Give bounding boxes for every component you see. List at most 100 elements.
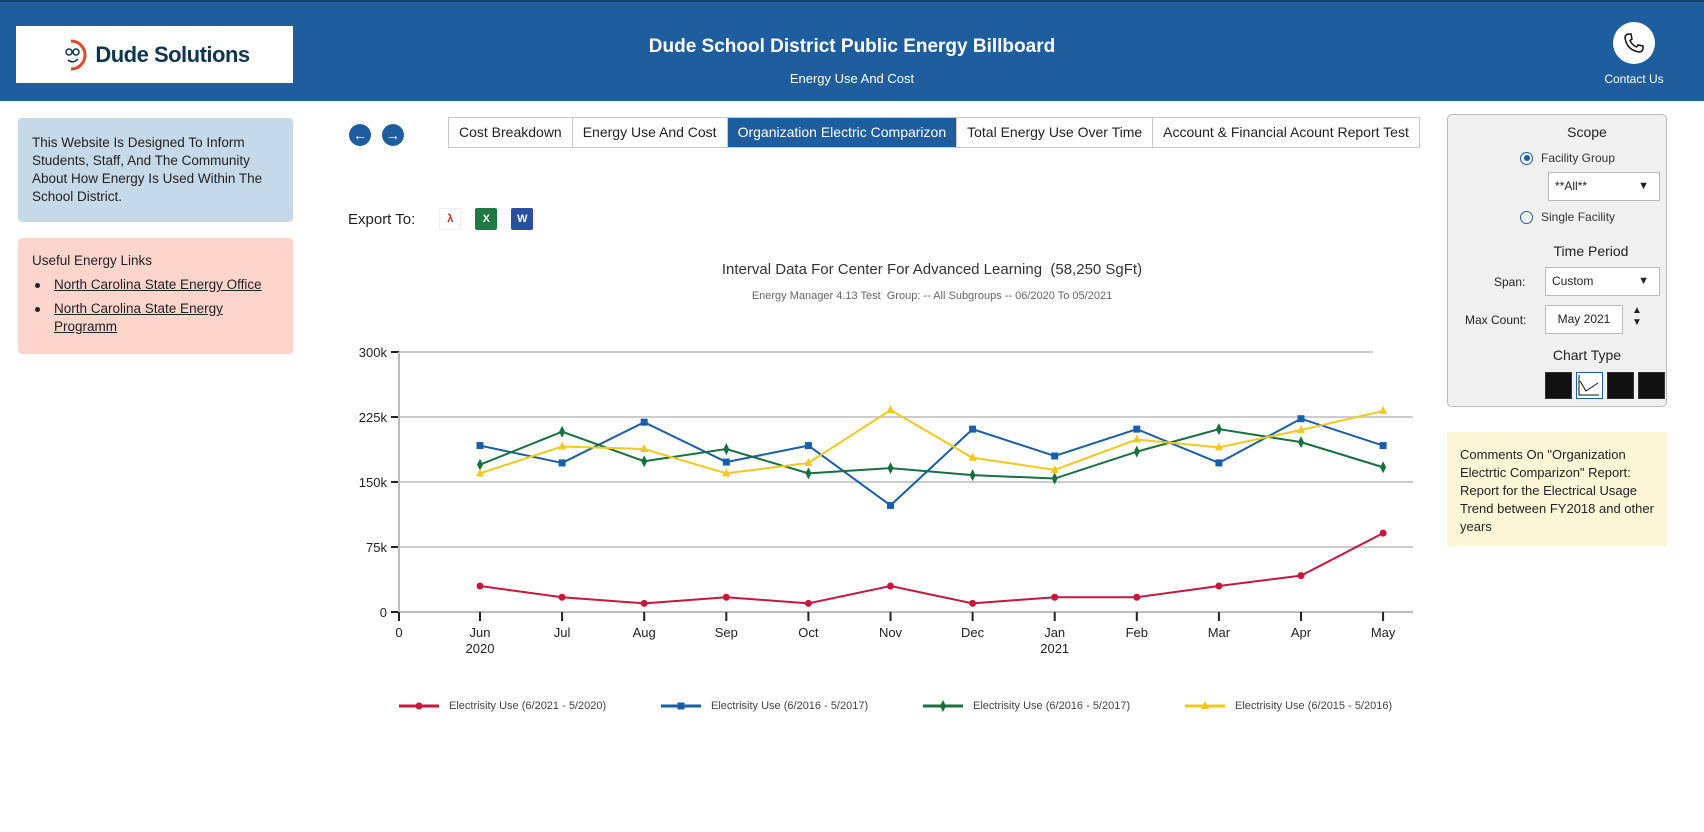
contact-us-button[interactable]: Contact Us: [1590, 22, 1678, 86]
single-facility-radio[interactable]: Single Facility: [1520, 210, 1615, 224]
span-label: Span:: [1494, 275, 1526, 289]
tab-cost-breakdown[interactable]: Cost Breakdown: [449, 118, 573, 147]
data-point: [640, 418, 648, 426]
data-point: [1297, 415, 1305, 423]
tab-organization-electric-comparizon[interactable]: Organization Electric Comparizon: [727, 118, 958, 147]
data-point: [1297, 425, 1305, 433]
data-point: [1215, 582, 1223, 590]
data-point: [477, 458, 483, 471]
data-point: [804, 457, 813, 466]
x-tick-label: Aug: [633, 625, 656, 640]
bar-chart-icon[interactable]: [1545, 372, 1572, 399]
y-tick-label: 0: [380, 605, 387, 620]
legend-item[interactable]: Electrisity Use (6/2016 - 5/2017): [923, 699, 1185, 713]
word-icon[interactable]: W: [511, 208, 534, 230]
single-facility-label: Single Facility: [1541, 210, 1616, 224]
tab-energy-use-and-cost[interactable]: Energy Use And Cost: [573, 118, 728, 147]
data-point: [722, 468, 731, 477]
time-period-title: Time Period: [1553, 243, 1629, 259]
data-point: [969, 599, 977, 607]
data-point: [804, 599, 812, 607]
scope-title: Scope: [1567, 124, 1607, 140]
data-point: [887, 462, 894, 475]
x-tick-label: Jan: [1044, 625, 1065, 640]
data-point: [558, 441, 567, 450]
excel-icon[interactable]: X: [475, 208, 498, 230]
span-select[interactable]: Custom ▼: [1545, 267, 1660, 296]
data-point: [1215, 423, 1222, 436]
data-point: [1133, 445, 1140, 458]
legend-marker: [677, 702, 685, 710]
dropdown-arrow-icon: ▼: [1638, 275, 1649, 287]
max-count-label: Max Count:: [1465, 313, 1527, 327]
tab-total-energy-use-over-time[interactable]: Total Energy Use Over Time: [957, 118, 1154, 147]
previous-arrow-icon[interactable]: ←: [349, 124, 371, 146]
link-nc-energy-program[interactable]: North Carolina State Energy Programm: [54, 301, 223, 334]
data-point: [968, 452, 977, 461]
facility-group-radio[interactable]: Facility Group: [1520, 151, 1615, 165]
tab-account-financial-report[interactable]: Account & Financial Acount Report Test: [1163, 124, 1409, 140]
column-chart-icon[interactable]: [1638, 372, 1665, 399]
comments-body: Report for the Electrical Usage Trend be…: [1460, 483, 1654, 534]
page-title: Dude School District Public Energy Billb…: [648, 36, 1056, 57]
chart-legend: Electrisity Use (6/2021 - 5/2020) Electri…: [399, 699, 1447, 713]
data-point: [1133, 425, 1141, 433]
x-origin-label: 0: [395, 625, 402, 640]
next-arrow-icon[interactable]: →: [382, 124, 404, 146]
x-tick-sublabel: 2021: [1040, 641, 1069, 656]
series-line-3: [479, 408, 1384, 475]
stepper-arrows-icon[interactable]: ▲ ▼: [1632, 305, 1642, 328]
x-tick-label: Jun: [470, 625, 491, 640]
x-tick-label: Apr: [1291, 625, 1312, 640]
data-point: [1379, 529, 1387, 537]
logo[interactable]: Dude Solutions: [16, 26, 293, 83]
data-point: [805, 467, 812, 480]
data-point: [887, 501, 894, 509]
data-point: [1051, 452, 1059, 460]
legend-item[interactable]: Electrisity Use (6/2021 - 5/2020): [399, 699, 661, 713]
data-point: [1379, 405, 1388, 414]
pdf-icon[interactable]: λ: [439, 208, 462, 230]
dude-logo-icon: [65, 39, 87, 70]
legend-item[interactable]: Electrisity Use (6/2016 - 5/2017): [661, 699, 923, 713]
options-panel: Scope Facility Group **All** ▼ Single Fac…: [1447, 114, 1667, 407]
link-nc-energy-office[interactable]: North Carolina State Energy Office: [54, 277, 262, 292]
y-tick-label: 150k: [359, 475, 388, 490]
data-point: [886, 405, 895, 414]
data-point: [1379, 442, 1387, 450]
export-label: Export To:: [348, 210, 416, 228]
data-point: [558, 459, 566, 467]
area-chart-icon[interactable]: [1607, 372, 1634, 399]
data-point: [640, 599, 648, 607]
series-line-1: [479, 417, 1384, 507]
data-point: [969, 425, 977, 433]
series-line-2: [479, 428, 1384, 480]
legend-swatch-icon: [1185, 701, 1225, 709]
legend-swatch-icon: [399, 702, 439, 710]
data-point: [1380, 461, 1387, 474]
data-point: [804, 442, 812, 450]
x-tick-label: May: [1371, 625, 1396, 640]
legend-label: Electrisity Use (6/2021 - 5/2020): [449, 700, 607, 712]
data-point: [723, 443, 730, 456]
useful-links-box: Useful Energy Links North Carolina State…: [18, 238, 293, 354]
facility-group-select[interactable]: **All** ▼: [1548, 172, 1660, 201]
x-tick-label: Dec: [961, 625, 985, 640]
legend-item[interactable]: Electrisity Use (6/2015 - 5/2016): [1185, 699, 1447, 713]
legend-label: Electrisity Use (6/2016 - 5/2017): [711, 700, 869, 712]
info-box: This Website Is Designed To Inform Stude…: [18, 118, 293, 222]
max-count-input[interactable]: May 2021: [1545, 305, 1623, 334]
radio-unselected-icon: [1520, 210, 1533, 224]
data-point: [887, 582, 894, 590]
list-item: North Carolina State Energy Programm: [32, 300, 279, 336]
list-item: North Carolina State Energy Office: [32, 276, 279, 294]
data-point: [641, 455, 648, 468]
x-tick-label: Mar: [1208, 625, 1231, 640]
phone-icon: [1613, 22, 1655, 64]
line-chart-icon[interactable]: [1576, 372, 1603, 399]
group-value: **All**: [1555, 179, 1588, 193]
comments-box: Comments On "Organization Electrtic Comp…: [1447, 432, 1667, 546]
x-tick-label: Sep: [715, 625, 738, 640]
span-value: Custom: [1552, 274, 1594, 288]
